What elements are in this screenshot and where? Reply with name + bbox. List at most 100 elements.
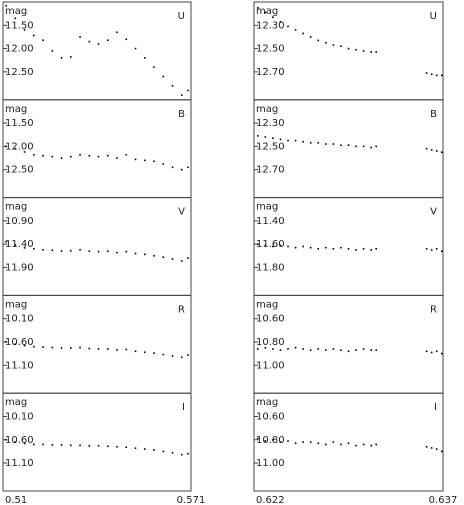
data-point — [294, 246, 297, 249]
band-label: I — [182, 402, 185, 413]
data-point — [23, 29, 26, 31]
data-point — [355, 145, 357, 148]
data-point — [332, 348, 335, 350]
data-point — [187, 166, 189, 169]
data-point — [435, 350, 438, 353]
y-axis-label: mag — [5, 299, 27, 310]
data-point — [355, 444, 357, 447]
data-point — [325, 443, 327, 446]
data-point — [425, 147, 428, 150]
y-axis-label: mag — [5, 397, 27, 408]
data-point — [272, 245, 274, 248]
data-point — [171, 85, 174, 87]
data-point — [430, 149, 433, 151]
data-point — [125, 348, 128, 351]
data-point — [79, 444, 81, 447]
data-point — [264, 244, 267, 247]
data-point — [272, 348, 274, 350]
data-point — [42, 443, 44, 446]
data-point — [162, 163, 165, 165]
y-tick-label: 12.30 — [256, 118, 285, 129]
data-point — [153, 255, 155, 257]
data-point — [116, 157, 118, 159]
y-tick-label: 11.40 — [256, 216, 285, 227]
data-point — [302, 32, 304, 35]
data-point — [60, 250, 63, 252]
data-point — [435, 150, 438, 152]
data-point — [425, 72, 428, 74]
data-point — [143, 351, 146, 354]
y-tick-label: 11.00 — [256, 360, 285, 371]
data-point — [340, 45, 342, 48]
data-point — [375, 51, 378, 53]
data-point — [264, 11, 267, 14]
y-tick-label: 11.60 — [256, 239, 285, 250]
data-point — [309, 246, 312, 249]
data-point — [5, 341, 7, 343]
data-point — [440, 450, 443, 453]
data-point — [171, 452, 174, 454]
data-point — [116, 251, 118, 254]
y-tick-label: 12.70 — [256, 67, 285, 78]
data-point — [88, 347, 91, 350]
data-point — [60, 347, 63, 349]
y-tick-label: 10.10 — [5, 314, 34, 325]
data-point — [33, 345, 35, 348]
data-point — [256, 7, 259, 9]
data-point — [171, 258, 174, 260]
data-point — [340, 144, 342, 147]
data-point — [42, 248, 44, 251]
y-tick-label: 10.80 — [256, 337, 285, 348]
data-point — [440, 352, 443, 355]
data-point — [70, 347, 72, 349]
data-point — [287, 245, 289, 248]
data-point — [33, 34, 35, 37]
data-point — [23, 247, 26, 249]
data-point — [153, 66, 155, 68]
data-point — [256, 135, 259, 137]
data-point — [309, 441, 312, 443]
data-point — [287, 25, 289, 28]
data-point — [347, 47, 350, 50]
data-point — [317, 142, 320, 144]
y-axis-label: mag — [5, 202, 27, 213]
data-point — [60, 444, 63, 446]
data-point — [106, 39, 109, 41]
data-point — [60, 57, 63, 59]
data-point — [180, 453, 183, 456]
data-point — [332, 143, 335, 145]
data-point — [272, 438, 274, 441]
data-point — [42, 39, 44, 41]
data-point — [355, 349, 357, 351]
data-point — [355, 249, 357, 251]
y-axis-label: mag — [256, 397, 278, 408]
data-point — [97, 250, 100, 253]
data-point — [153, 352, 155, 354]
data-point — [375, 349, 378, 351]
data-point — [440, 250, 443, 252]
data-point — [375, 443, 378, 446]
y-tick-label: 10.80 — [256, 435, 285, 446]
data-point — [143, 57, 146, 59]
x-tick-label: 0.622 — [256, 495, 285, 505]
data-point — [430, 351, 433, 354]
data-point — [370, 51, 372, 53]
data-point — [97, 445, 100, 447]
band-label: I — [434, 402, 437, 413]
data-point — [42, 346, 44, 348]
data-point — [302, 140, 304, 143]
y-tick-label: 12.50 — [256, 44, 285, 55]
y-tick-label: 10.90 — [5, 216, 34, 227]
band-label: V — [430, 207, 437, 218]
y-axis-label: mag — [5, 6, 27, 17]
data-point — [79, 248, 81, 251]
data-point — [325, 41, 327, 44]
y-tick-label: 12.50 — [256, 141, 285, 152]
data-point — [162, 256, 165, 259]
data-point — [287, 440, 289, 442]
data-point — [347, 350, 350, 353]
y-tick-label: 11.50 — [5, 118, 34, 129]
data-point — [425, 350, 428, 353]
data-point — [272, 137, 274, 140]
